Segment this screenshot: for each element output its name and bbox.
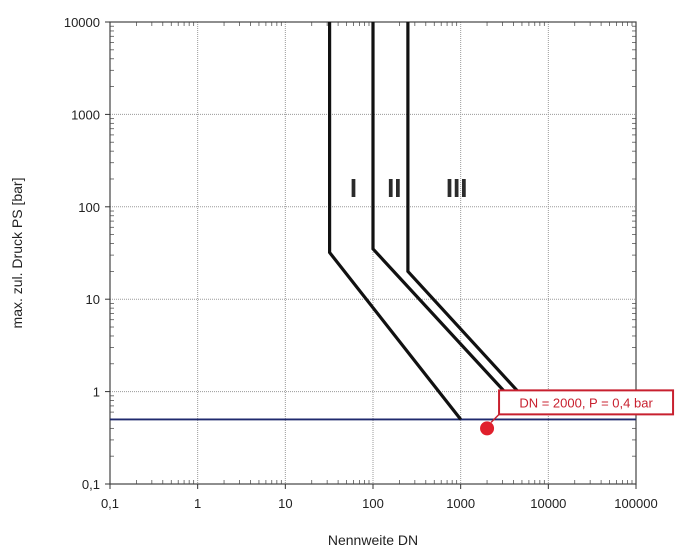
y-tick-label: 1 xyxy=(93,385,100,400)
annotation-box xyxy=(498,389,675,416)
x-tick-label: 100000 xyxy=(614,496,657,511)
y-axis-title: max. zul. Druck PS [bar] xyxy=(9,178,25,329)
boundary-line-2 xyxy=(371,22,510,397)
x-tick-label: 10 xyxy=(278,496,292,511)
annotation-text: DN = 2000, P = 0,4 bar xyxy=(519,395,653,410)
data-point-marker xyxy=(480,421,495,436)
x-tick-label: 1 xyxy=(194,496,201,511)
boundary-line-3 xyxy=(406,22,524,397)
x-tick-label: 0,1 xyxy=(101,496,119,511)
minor-grid xyxy=(110,22,636,484)
y-tick-label: 10 xyxy=(86,292,100,307)
annotation-leader xyxy=(490,413,500,423)
category-label-3: III xyxy=(446,173,468,203)
x-tick-label: 10000 xyxy=(530,496,566,511)
x-tick-label: 100 xyxy=(362,496,384,511)
y-tick-label: 10000 xyxy=(64,15,100,30)
x-tick-label: 1000 xyxy=(446,496,475,511)
boundary-line-1 xyxy=(328,22,462,421)
y-tick-label: 1000 xyxy=(71,107,100,122)
x-axis-title: Nennweite DN xyxy=(328,532,418,548)
category-label-1: I xyxy=(350,173,357,203)
y-tick-label: 0,1 xyxy=(82,477,100,492)
y-tick-label: 100 xyxy=(78,200,100,215)
category-label-2: II xyxy=(387,173,401,203)
